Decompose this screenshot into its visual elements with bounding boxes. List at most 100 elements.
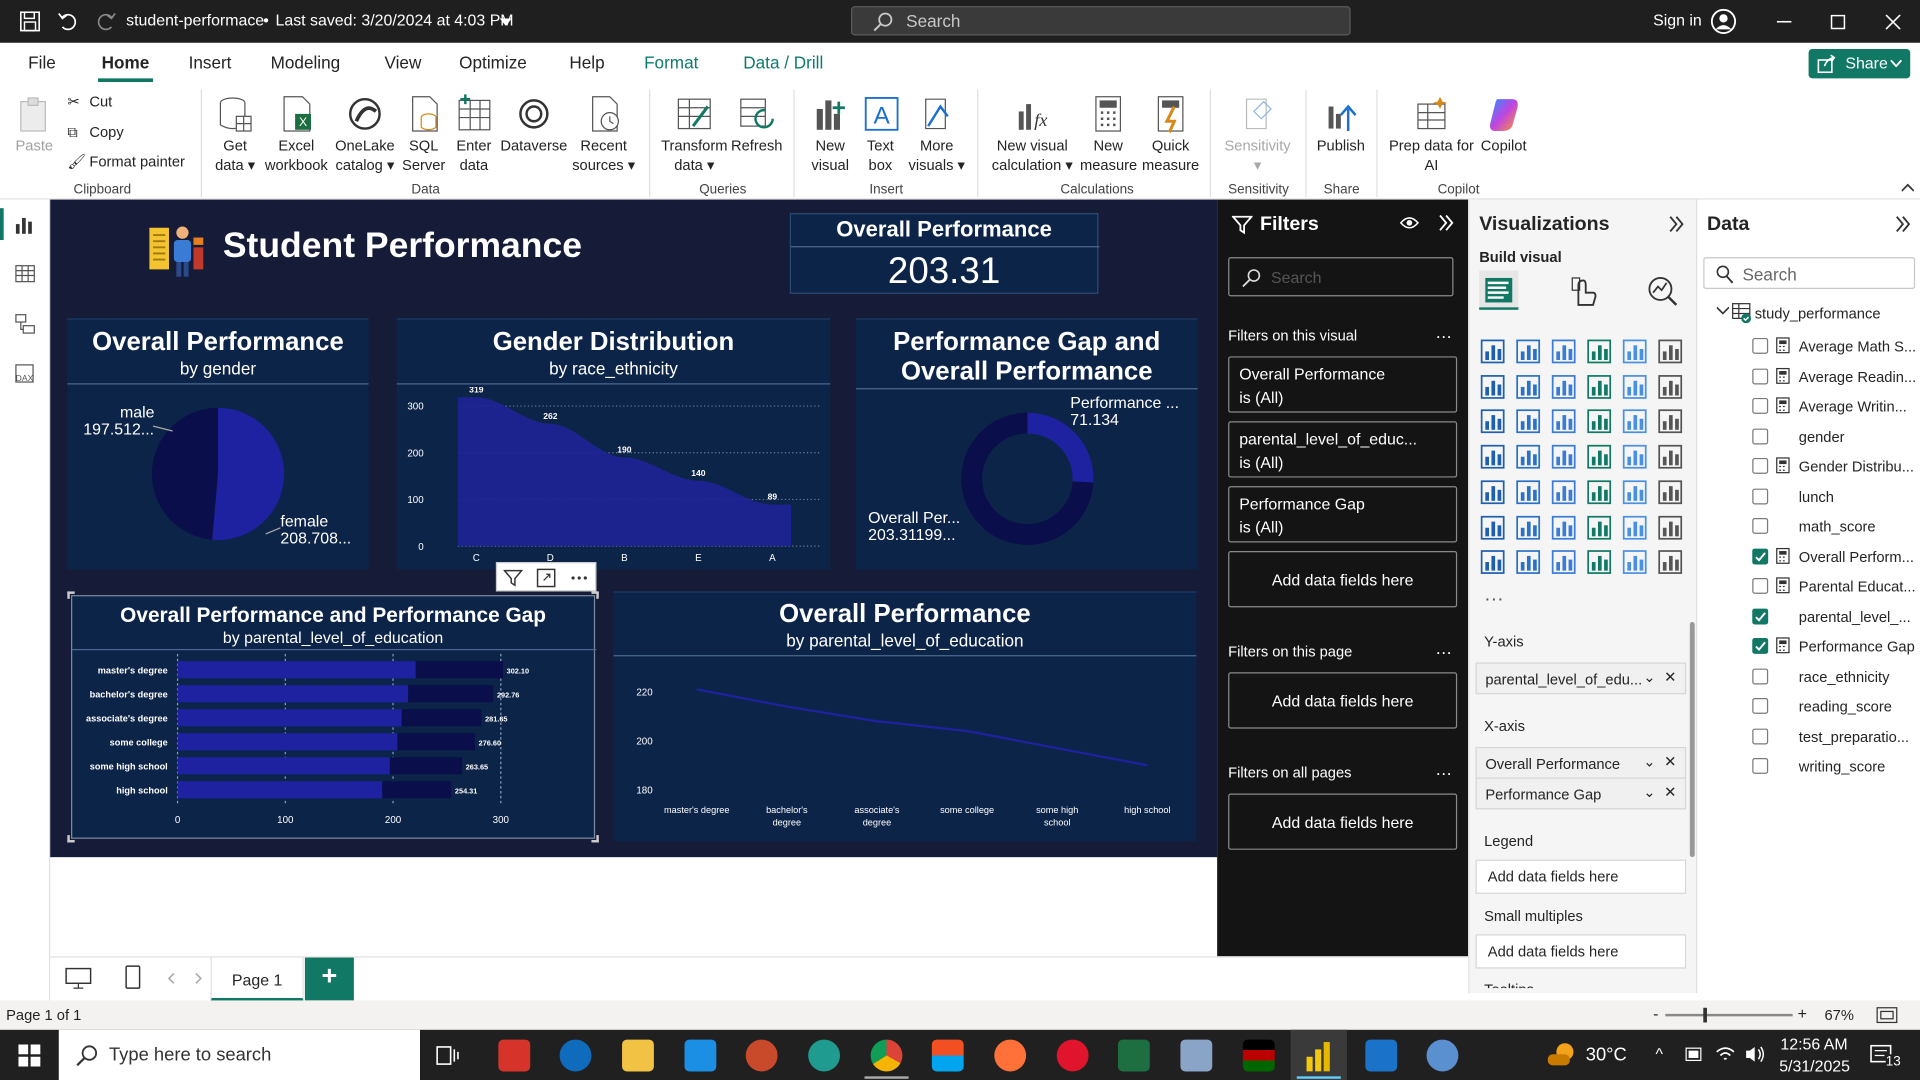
filters-search-input[interactable]: Search (1228, 257, 1454, 297)
new-visual-button[interactable]: New visual (803, 94, 857, 175)
line-series[interactable] (696, 688, 1148, 767)
visual-type-icon[interactable] (1657, 479, 1684, 506)
filter-card-overall-performance[interactable]: Overall Performance is (All) (1228, 356, 1458, 413)
edge-icon[interactable] (808, 1039, 841, 1072)
data-field-item[interactable]: Average Readin... (1697, 362, 1920, 391)
app-icon[interactable] (1180, 1039, 1213, 1072)
menu-view[interactable]: View (384, 52, 422, 73)
file-explorer-icon[interactable] (622, 1039, 654, 1072)
powerpoint-icon[interactable] (745, 1039, 778, 1072)
menu-data-drill[interactable]: Data / Drill (743, 52, 824, 73)
visual-type-icon[interactable] (1621, 408, 1648, 435)
visual-type-icon[interactable] (1657, 373, 1684, 400)
format-painter-button[interactable]: 🖌 Format painter (67, 153, 185, 171)
file-name[interactable]: student-performace (126, 11, 265, 30)
eye-icon[interactable] (1399, 216, 1420, 231)
bar-overall[interactable] (177, 685, 409, 703)
search-input[interactable]: Search (851, 6, 1351, 36)
visual-type-icon[interactable] (1621, 443, 1648, 470)
text-box-button[interactable]: A Text box (857, 94, 904, 175)
visual-type-icon[interactable] (1515, 479, 1542, 506)
field-checkbox[interactable] (1752, 487, 1769, 504)
visual-type-icon[interactable] (1479, 549, 1506, 576)
data-field-item[interactable]: Performance Gap (1697, 632, 1920, 661)
new-visual-calculation-button[interactable]: fx New visual calculation ▾ (987, 94, 1078, 175)
bar-gap[interactable] (382, 781, 452, 799)
field-checkbox[interactable] (1752, 577, 1769, 594)
focus-mode-icon[interactable] (536, 568, 556, 588)
more-visual-types[interactable]: ··· (1484, 588, 1504, 610)
menu-format[interactable]: Format (644, 52, 699, 73)
more-visuals-button[interactable]: More visuals ▾ (904, 94, 970, 175)
visual-type-icon[interactable] (1479, 443, 1506, 470)
filter-icon[interactable] (503, 568, 523, 588)
pane-scrollbar[interactable] (1689, 622, 1695, 858)
visual-type-icon[interactable] (1586, 479, 1613, 506)
add-all-pages-filter-field[interactable]: Add data fields here (1228, 793, 1458, 850)
menu-optimize[interactable]: Optimize (459, 52, 527, 73)
bar-gap[interactable] (415, 661, 503, 679)
mobile-layout-icon[interactable] (125, 965, 142, 989)
field-checkbox[interactable] (1752, 697, 1769, 714)
minimize-icon[interactable] (1776, 20, 1792, 23)
data-search-input[interactable]: Search (1703, 257, 1916, 289)
visual-type-icon[interactable] (1550, 479, 1577, 506)
excel-workbook-button[interactable]: X Excel workbook (260, 94, 333, 175)
visual-type-icon[interactable] (1586, 373, 1613, 400)
undo-icon[interactable] (58, 11, 79, 32)
visual-type-icon[interactable] (1657, 549, 1684, 576)
data-table-name[interactable]: study_performance (1754, 304, 1881, 323)
field-checkbox[interactable] (1752, 757, 1769, 774)
visual-type-icon[interactable] (1515, 514, 1542, 541)
remove-field-icon[interactable]: ✕ (1664, 753, 1677, 771)
visual-type-icon[interactable] (1621, 514, 1648, 541)
chevron-down-icon[interactable] (499, 18, 512, 26)
field-checkbox[interactable] (1752, 397, 1769, 414)
enter-data-button[interactable]: Enter data (449, 94, 498, 175)
data-field-item[interactable]: lunch (1697, 482, 1920, 511)
data-field-item[interactable]: Average Writin... (1697, 392, 1920, 421)
model-view-icon[interactable] (15, 313, 36, 334)
filter-card-performance-gap[interactable]: Performance Gap is (All) (1228, 486, 1458, 543)
chevron-down-icon[interactable]: ⌄ (1643, 753, 1656, 771)
data-field-item[interactable]: Parental Educat... (1697, 572, 1920, 601)
bar-overall[interactable] (177, 781, 383, 799)
area-series[interactable] (457, 397, 792, 547)
visual-type-icon[interactable] (1621, 338, 1648, 365)
more-options-icon[interactable]: … (1435, 322, 1453, 342)
excel-icon[interactable] (1117, 1039, 1150, 1072)
field-checkbox[interactable] (1752, 427, 1769, 444)
visual-type-icon[interactable] (1515, 549, 1542, 576)
windows-start-icon[interactable] (18, 1044, 41, 1067)
collapse-ribbon-icon[interactable] (1901, 183, 1914, 193)
kpi-card[interactable]: Overall Performance 203.31 (789, 213, 1100, 294)
chevron-down-icon[interactable] (1716, 306, 1729, 315)
app-icon[interactable] (684, 1039, 717, 1072)
collapse-pane-icon[interactable] (1894, 216, 1911, 233)
clock-time[interactable]: 12:56 AM (1780, 1034, 1848, 1054)
visual-type-icon[interactable] (1657, 338, 1684, 365)
chrome-icon[interactable] (870, 1039, 903, 1072)
visual-type-icon[interactable] (1479, 338, 1506, 365)
outlook-icon[interactable] (559, 1039, 592, 1072)
data-field-item[interactable]: test_preparatio... (1697, 722, 1920, 751)
resize-handle[interactable] (67, 591, 75, 599)
bar-gap[interactable] (397, 733, 475, 751)
previous-page-icon[interactable] (167, 972, 177, 984)
donut-hole[interactable] (982, 433, 1073, 525)
more-options-icon[interactable]: … (1435, 759, 1453, 779)
remove-field-icon[interactable]: ✕ (1664, 668, 1677, 686)
visual-type-icon[interactable] (1657, 408, 1684, 435)
visual-type-icon[interactable] (1586, 443, 1613, 470)
data-field-item[interactable]: Average Math S... (1697, 332, 1920, 361)
menu-home[interactable]: Home (101, 52, 150, 73)
legend-field-well[interactable]: Add data fields here (1475, 859, 1687, 894)
data-field-item[interactable]: math_score (1697, 512, 1920, 541)
copy-button[interactable]: ⧉ Copy (67, 123, 124, 141)
chevron-down-icon[interactable]: ⌄ (1643, 668, 1656, 686)
visual-type-icon[interactable] (1479, 514, 1506, 541)
field-checkbox[interactable] (1752, 607, 1769, 624)
visual-type-icon[interactable] (1550, 514, 1577, 541)
paste-button[interactable]: Paste (12, 94, 56, 155)
more-options-icon[interactable] (569, 568, 589, 588)
